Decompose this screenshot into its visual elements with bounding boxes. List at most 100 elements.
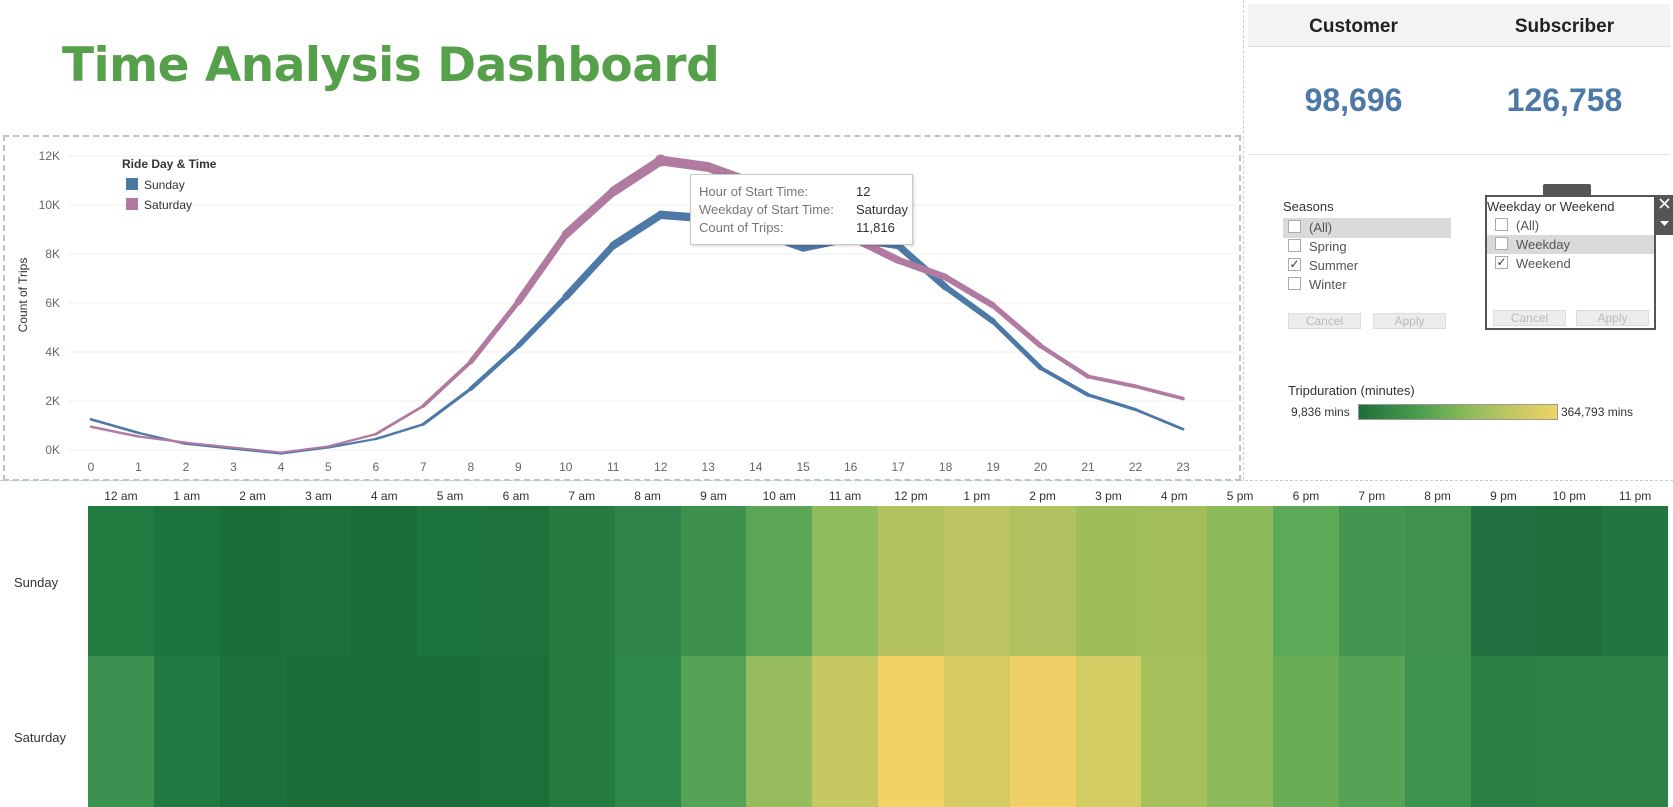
legend-max-label: 364,793 mins (1561, 405, 1634, 419)
heatmap-cell[interactable] (1470, 506, 1537, 657)
heatmap-cell[interactable] (1075, 506, 1142, 657)
checkbox-icon[interactable] (1495, 237, 1508, 250)
heatmap-cell[interactable] (812, 656, 879, 807)
dropdown-arrow-icon[interactable] (1660, 221, 1669, 226)
heatmap-cell[interactable] (417, 506, 484, 657)
series-line-saturday (990, 302, 1044, 349)
heatmap-cell[interactable] (1470, 656, 1537, 807)
line-chart-container[interactable] (3, 135, 1241, 481)
heatmap-cell[interactable] (746, 506, 813, 657)
series-line-sunday (562, 241, 617, 301)
heatmap-cell[interactable] (483, 656, 550, 807)
heatmap[interactable] (88, 506, 1669, 807)
weekday-apply-button[interactable]: Apply (1576, 310, 1649, 326)
heatmap-cell[interactable] (943, 506, 1011, 657)
heatmap-cell[interactable] (1273, 506, 1340, 657)
checkbox-icon[interactable]: ✓ (1288, 257, 1301, 271)
heatmap-cell[interactable] (1273, 656, 1340, 807)
y-axis-label: Count of Trips (16, 258, 30, 333)
heatmap-cell[interactable] (1141, 656, 1208, 807)
heatmap-cell[interactable] (1207, 506, 1274, 657)
x-tick-label: 7 (420, 460, 427, 474)
drag-grip-icon[interactable] (1543, 184, 1591, 196)
legend-swatch-saturday (126, 198, 138, 210)
series-line-saturday (374, 404, 425, 436)
x-tick-label: 22 (1129, 460, 1143, 474)
heatmap-cell[interactable] (417, 656, 484, 807)
dashboard-title: Time Analysis Dashboard (62, 38, 720, 93)
heatmap-column-label: 12 am (104, 489, 138, 503)
heatmap-cell[interactable] (614, 506, 681, 657)
heatmap-column-label: 10 am (762, 489, 796, 503)
heatmap-cell[interactable] (1009, 656, 1076, 807)
tooltip-hour-value: 12 (856, 184, 871, 199)
checkbox-icon[interactable] (1288, 220, 1301, 233)
seasons-apply-button[interactable]: Apply (1373, 313, 1446, 329)
heatmap-cell[interactable] (1141, 506, 1208, 657)
heatmap-cell[interactable] (351, 656, 418, 807)
checkbox-icon[interactable] (1495, 218, 1508, 231)
series-line-saturday (468, 299, 521, 365)
series-line-saturday (1086, 374, 1138, 389)
seasons-cancel-button[interactable]: Cancel (1288, 313, 1361, 329)
heatmap-cell[interactable] (285, 506, 352, 657)
heatmap-cell[interactable] (680, 656, 747, 807)
heatmap-cell[interactable] (1602, 656, 1669, 807)
checkbox-icon[interactable] (1288, 239, 1301, 252)
heatmap-column-label: 10 pm (1552, 489, 1586, 503)
checkbox-icon[interactable]: ✓ (1495, 255, 1508, 269)
heatmap-cell[interactable] (1207, 656, 1274, 807)
series-line-saturday (232, 446, 282, 454)
x-tick-label: 15 (796, 460, 810, 474)
legend-title: Ride Day & Time (122, 157, 217, 171)
heatmap-cell[interactable] (219, 656, 286, 807)
heatmap-cell[interactable] (548, 506, 616, 657)
heatmap-cell[interactable] (1009, 506, 1076, 657)
heatmap-cell[interactable] (548, 656, 616, 807)
heatmap-cell[interactable] (943, 656, 1011, 807)
heatmap-cell[interactable] (614, 656, 681, 807)
heatmap-column-label: 7 pm (1358, 489, 1386, 503)
heatmap-cell[interactable] (680, 506, 747, 657)
heatmap-cell[interactable] (1602, 506, 1669, 657)
option-label: Winter (1309, 277, 1347, 292)
customer-value: 98,696 (1304, 82, 1403, 118)
heatmap-cell[interactable] (1404, 506, 1471, 657)
heatmap-cell[interactable] (483, 506, 550, 657)
heatmap-cell[interactable] (812, 506, 879, 657)
seasons-all-highlight (1283, 218, 1451, 238)
heatmap-cell[interactable] (878, 656, 945, 807)
weekday-cancel-button[interactable]: Cancel (1493, 310, 1566, 326)
close-icon[interactable] (1656, 195, 1673, 235)
heatmap-cell[interactable] (746, 656, 813, 807)
heatmap-cell[interactable] (1404, 656, 1471, 807)
x-tick-label: 19 (986, 460, 1000, 474)
x-tick-label: 17 (891, 460, 905, 474)
heatmap-cell[interactable] (1338, 656, 1406, 807)
heatmap-cell[interactable] (285, 656, 352, 807)
tooltip-hour-label: Hour of Start Time: (699, 184, 809, 199)
series-line-sunday (374, 423, 425, 441)
heatmap-cell[interactable] (351, 506, 418, 657)
heatmap-cell[interactable] (153, 656, 221, 807)
series-line-saturday (1133, 384, 1185, 401)
chart-tooltip: Hour of Start Time: 12 Weekday of Start … (690, 174, 913, 245)
weekday-option-highlight (1487, 235, 1654, 254)
heatmap-cell[interactable] (153, 506, 221, 657)
heatmap-cell[interactable] (878, 506, 945, 657)
series-line-saturday (421, 359, 473, 408)
checkbox-icon[interactable] (1288, 277, 1301, 290)
heatmap-cell[interactable] (1075, 656, 1142, 807)
heatmap-column-label: 2 am (239, 489, 266, 503)
heatmap-cell[interactable] (88, 506, 155, 657)
heatmap-cell[interactable] (1536, 506, 1603, 657)
heatmap-cell[interactable] (1338, 506, 1406, 657)
x-tick-label: 5 (325, 460, 332, 474)
heatmap-cell[interactable] (219, 506, 286, 657)
y-tick-label: 0K (45, 443, 60, 457)
series-line-sunday (609, 210, 665, 250)
heatmap-cell[interactable] (1536, 656, 1603, 807)
x-tick-label: 8 (467, 460, 474, 474)
heatmap-cell[interactable] (88, 656, 155, 807)
